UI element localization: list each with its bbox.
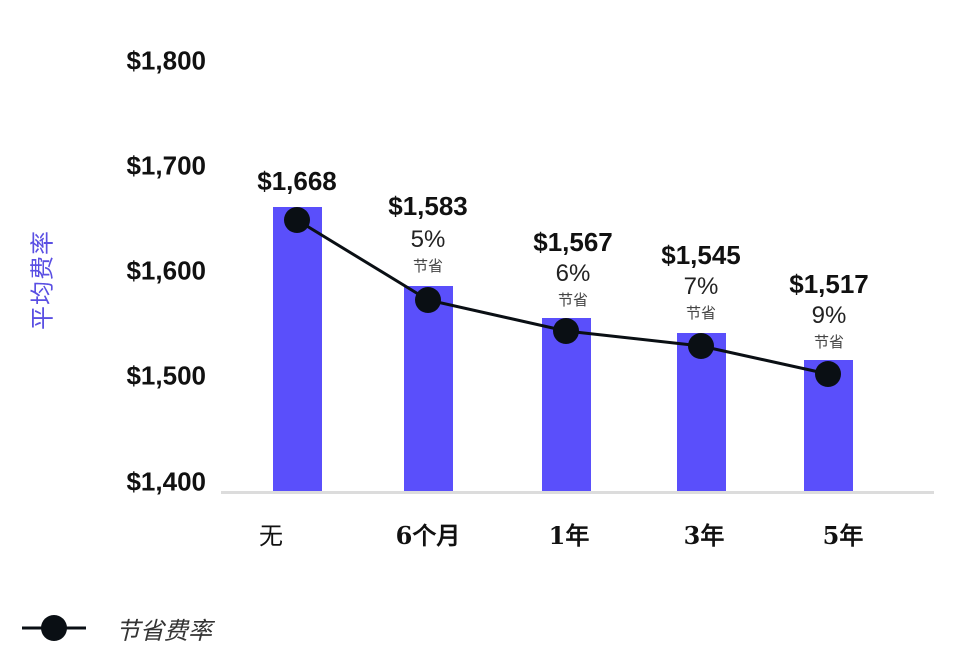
x-axis-baseline <box>221 491 934 494</box>
savings-caption: 节省 <box>685 304 717 322</box>
bar-none <box>273 207 322 492</box>
line-marker <box>688 333 714 359</box>
y-tick-1600: $1,600 <box>126 255 206 286</box>
legend: 节省费率 <box>20 610 212 646</box>
x-category-label: 3年 <box>683 521 725 550</box>
value-label: $1,583 <box>388 191 468 221</box>
x-category-label: 1年 <box>548 521 590 550</box>
line-marker <box>284 207 310 233</box>
x-category-label: 6个月 <box>395 521 461 550</box>
y-tick-1700: $1,700 <box>126 150 206 181</box>
legend-label: 节省费率 <box>116 616 212 645</box>
bar-6-months <box>404 286 453 492</box>
value-label: $1,567 <box>533 227 613 257</box>
line-marker <box>815 361 841 387</box>
value-label: $1,545 <box>661 240 741 270</box>
savings-percent: 7% <box>683 273 719 300</box>
value-label: $1,668 <box>257 166 337 196</box>
bar-1-year <box>542 318 591 492</box>
x-category-label: 5年 <box>822 521 864 550</box>
savings-caption: 节省 <box>557 291 589 309</box>
y-tick-1500: $1,500 <box>126 360 206 391</box>
savings-caption: 节省 <box>412 257 444 275</box>
line-marker <box>415 287 441 313</box>
savings-percent: 6% <box>555 260 591 287</box>
line-dot-icon <box>22 615 86 641</box>
x-category-label: 无 <box>259 522 283 550</box>
savings-percent: 5% <box>410 226 446 253</box>
line-marker <box>553 318 579 344</box>
y-tick-1800: $1,800 <box>126 45 206 76</box>
bar-3-years <box>677 333 726 492</box>
savings-caption: 节省 <box>813 333 845 351</box>
value-label: $1,517 <box>789 269 869 299</box>
savings-percent: 9% <box>811 302 847 329</box>
y-tick-1400: $1,400 <box>126 466 206 497</box>
